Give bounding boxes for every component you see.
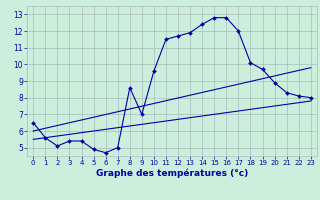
X-axis label: Graphe des températures (°c): Graphe des températures (°c) (96, 169, 248, 178)
